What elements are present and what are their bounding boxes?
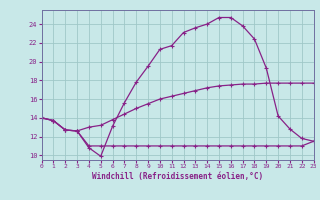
X-axis label: Windchill (Refroidissement éolien,°C): Windchill (Refroidissement éolien,°C) [92, 172, 263, 181]
